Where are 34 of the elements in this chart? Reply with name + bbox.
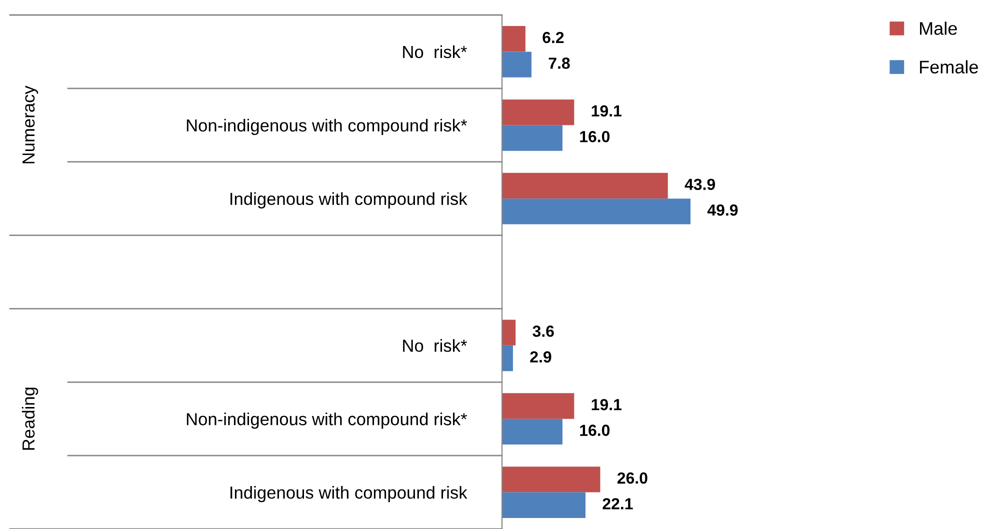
bar [502,52,532,78]
bar [502,320,516,346]
y-tick-label: Non-indigenous with compound risk* [186,118,468,136]
bar [502,198,691,224]
bar [502,345,513,372]
data-label: 6.2 [542,32,564,44]
data-label: 2.9 [530,351,552,363]
text: Reading [22,388,38,450]
legend-label: Male [920,22,957,35]
data-label: 16.0 [580,424,610,436]
y-tick-label: No risk* [403,339,468,352]
y-tick-label: Indigenous with compound risk [230,486,468,502]
bar [502,466,600,492]
data-label: 19.1 [592,398,622,410]
bar [502,125,562,151]
data-label: 16.0 [580,130,610,142]
y-tick-label: Indigenous with compound risk [230,192,468,208]
y-tick-label: No risk* [403,45,468,58]
bar [502,393,574,419]
data-label: 3.6 [532,326,554,337]
data-label: 19.1 [592,105,622,117]
data-label: 7.8 [548,58,570,69]
data-label: 26.0 [617,472,648,484]
data-label: 43.9 [684,178,716,190]
bar [502,99,574,126]
y-tick-label: Non-indigenous with compound risk* [186,412,468,429]
bar [502,172,668,199]
data-label: 22.1 [602,498,633,510]
bar [502,492,586,518]
text: Numeracy [22,86,38,164]
legend-label: Female [920,60,978,74]
data-label: 49.9 [707,204,738,216]
bar [502,26,526,52]
bar [502,418,562,445]
